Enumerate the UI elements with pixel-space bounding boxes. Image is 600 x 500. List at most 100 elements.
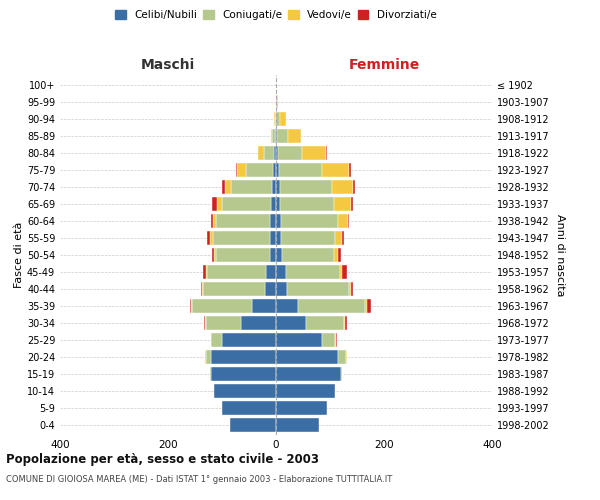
Bar bbox=[278, 146, 302, 160]
Bar bbox=[276, 384, 335, 398]
Bar bbox=[241, 316, 276, 330]
Bar bbox=[231, 180, 272, 194]
Bar bbox=[217, 198, 222, 211]
Bar bbox=[342, 231, 344, 245]
Bar bbox=[306, 316, 343, 330]
Bar bbox=[340, 265, 343, 279]
Bar bbox=[276, 164, 278, 177]
Bar bbox=[344, 316, 347, 330]
Bar bbox=[213, 214, 215, 228]
Bar bbox=[271, 130, 272, 143]
Bar bbox=[274, 164, 276, 177]
Text: Popolazione per età, sesso e stato civile - 2003: Popolazione per età, sesso e stato civil… bbox=[6, 452, 319, 466]
Bar bbox=[211, 333, 222, 346]
Bar bbox=[207, 265, 266, 279]
Bar bbox=[247, 164, 274, 177]
Bar bbox=[280, 180, 332, 194]
Bar bbox=[276, 112, 280, 126]
Bar bbox=[210, 367, 211, 380]
Bar bbox=[203, 282, 265, 296]
Bar bbox=[350, 282, 353, 296]
Bar bbox=[215, 248, 269, 262]
Legend: Celibi/Nubili, Coniugati/e, Vedovi/e, Divorziati/e: Celibi/Nubili, Coniugati/e, Vedovi/e, Di… bbox=[113, 8, 439, 22]
Bar bbox=[274, 146, 276, 160]
Bar bbox=[367, 299, 371, 312]
Bar bbox=[269, 214, 276, 228]
Text: COMUNE DI GIOIOSA MAREA (ME) - Dati ISTAT 1° gennaio 2003 - Elaborazione TUTTITA: COMUNE DI GIOIOSA MAREA (ME) - Dati ISTA… bbox=[6, 475, 392, 484]
Bar bbox=[348, 214, 349, 228]
Bar bbox=[201, 282, 202, 296]
Bar bbox=[272, 180, 276, 194]
Bar bbox=[298, 299, 365, 312]
Bar bbox=[210, 231, 213, 245]
Bar bbox=[215, 214, 269, 228]
Bar bbox=[276, 198, 280, 211]
Bar bbox=[222, 180, 225, 194]
Bar bbox=[271, 198, 276, 211]
Bar bbox=[276, 333, 322, 346]
Bar bbox=[275, 112, 276, 126]
Bar bbox=[343, 265, 347, 279]
Bar bbox=[349, 282, 350, 296]
Bar bbox=[365, 299, 367, 312]
Bar bbox=[211, 350, 276, 364]
Bar bbox=[276, 146, 278, 160]
Bar bbox=[222, 401, 276, 414]
Bar bbox=[287, 282, 349, 296]
Bar bbox=[326, 146, 328, 160]
Bar bbox=[203, 265, 206, 279]
Y-axis label: Anni di nascita: Anni di nascita bbox=[555, 214, 565, 296]
Bar bbox=[212, 198, 217, 211]
Bar bbox=[211, 367, 276, 380]
Bar bbox=[276, 265, 286, 279]
Bar bbox=[322, 333, 335, 346]
Bar bbox=[335, 231, 342, 245]
Bar bbox=[230, 418, 276, 432]
Bar bbox=[214, 248, 215, 262]
Bar bbox=[206, 316, 241, 330]
Bar bbox=[281, 231, 335, 245]
Bar bbox=[222, 198, 271, 211]
Bar bbox=[343, 316, 344, 330]
Text: Maschi: Maschi bbox=[141, 58, 195, 72]
Bar bbox=[334, 198, 350, 211]
Bar bbox=[350, 198, 353, 211]
Bar bbox=[258, 146, 263, 160]
Y-axis label: Fasce di età: Fasce di età bbox=[14, 222, 24, 288]
Bar bbox=[349, 164, 351, 177]
Bar bbox=[276, 231, 281, 245]
Bar bbox=[213, 231, 269, 245]
Bar bbox=[235, 164, 236, 177]
Bar bbox=[336, 333, 337, 346]
Bar bbox=[332, 180, 353, 194]
Bar bbox=[225, 180, 231, 194]
Bar bbox=[276, 350, 338, 364]
Bar bbox=[193, 299, 252, 312]
Bar bbox=[265, 282, 276, 296]
Bar bbox=[283, 248, 334, 262]
Bar bbox=[276, 180, 280, 194]
Bar bbox=[280, 198, 334, 211]
Bar bbox=[211, 214, 213, 228]
Bar bbox=[334, 248, 338, 262]
Bar bbox=[202, 282, 203, 296]
Bar bbox=[276, 130, 277, 143]
Bar bbox=[276, 248, 283, 262]
Bar bbox=[276, 316, 306, 330]
Bar bbox=[288, 130, 301, 143]
Bar bbox=[338, 248, 341, 262]
Bar bbox=[276, 299, 298, 312]
Bar bbox=[276, 214, 281, 228]
Text: Femmine: Femmine bbox=[349, 58, 419, 72]
Bar bbox=[208, 231, 210, 245]
Bar bbox=[338, 214, 348, 228]
Bar bbox=[204, 316, 205, 330]
Bar bbox=[269, 248, 276, 262]
Bar bbox=[281, 214, 338, 228]
Bar bbox=[272, 130, 275, 143]
Bar bbox=[286, 265, 340, 279]
Bar bbox=[278, 164, 322, 177]
Bar bbox=[277, 96, 278, 109]
Bar bbox=[212, 248, 214, 262]
Bar bbox=[206, 265, 207, 279]
